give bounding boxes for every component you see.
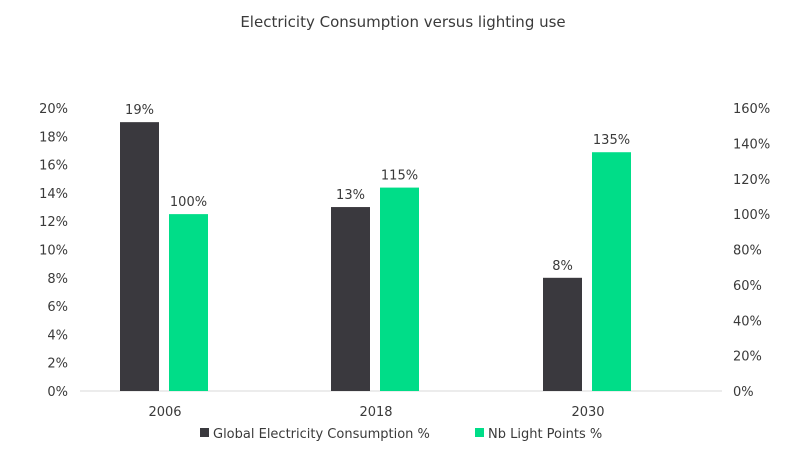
right-tick-label: 160%: [733, 102, 770, 117]
bar-light-points: [592, 152, 631, 391]
left-tick-label: 20%: [39, 102, 68, 117]
legend-swatch: [475, 428, 484, 437]
left-tick-label: 4%: [47, 328, 68, 343]
category-label: 2030: [571, 405, 604, 420]
chart-title: Electricity Consumption versus lighting …: [240, 13, 565, 31]
left-tick-label: 0%: [47, 385, 68, 400]
left-tick-label: 14%: [39, 187, 68, 202]
data-label: 13%: [336, 188, 365, 203]
bar-electricity: [331, 207, 370, 391]
left-tick-label: 12%: [39, 215, 68, 230]
bar-electricity: [120, 122, 159, 392]
right-tick-label: 20%: [733, 350, 762, 365]
data-label: 8%: [552, 259, 573, 274]
left-tick-label: 16%: [39, 159, 68, 174]
data-label: 100%: [170, 195, 207, 210]
right-tick-label: 120%: [733, 173, 770, 188]
data-label: 115%: [381, 169, 418, 184]
category-label: 2018: [359, 405, 392, 420]
left-tick-label: 10%: [39, 244, 68, 259]
left-tick-label: 8%: [47, 272, 68, 287]
right-tick-label: 0%: [733, 385, 754, 400]
right-tick-label: 40%: [733, 314, 762, 329]
legend-label: Nb Light Points %: [488, 427, 602, 442]
legend-swatch: [200, 428, 209, 437]
left-tick-label: 2%: [47, 357, 68, 372]
bar-light-points: [169, 214, 208, 391]
legend-label: Global Electricity Consumption %: [213, 427, 430, 442]
bar-light-points: [380, 187, 419, 391]
right-tick-label: 80%: [733, 244, 762, 259]
right-tick-label: 60%: [733, 279, 762, 294]
right-tick-label: 100%: [733, 208, 770, 223]
left-tick-label: 18%: [39, 130, 68, 145]
data-label: 19%: [125, 103, 154, 118]
bar-electricity: [543, 277, 582, 391]
right-tick-label: 140%: [733, 137, 770, 152]
category-label: 2006: [148, 405, 181, 420]
left-tick-label: 6%: [47, 300, 68, 315]
data-label: 135%: [593, 133, 630, 148]
